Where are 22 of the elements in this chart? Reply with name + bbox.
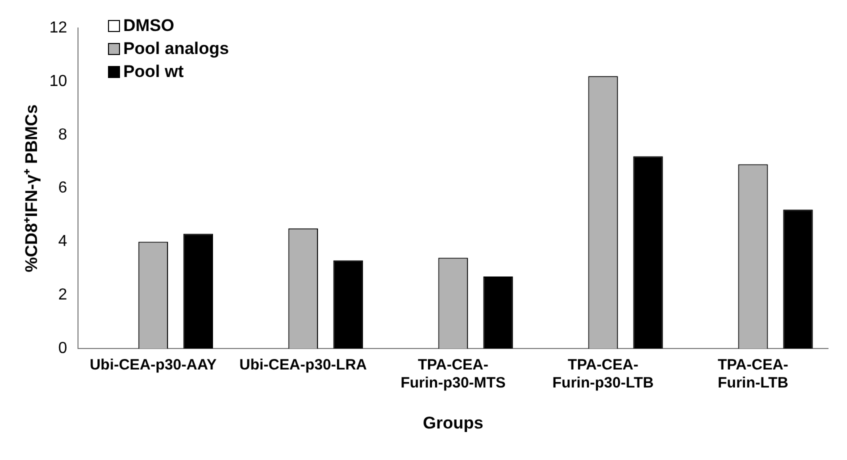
y-tick-label: 0 xyxy=(58,340,68,358)
bar xyxy=(633,156,663,349)
bar xyxy=(783,210,813,349)
x-tick-label: TPA-CEA-Furin-p30-MTS xyxy=(400,356,506,392)
y-tick-label: 8 xyxy=(58,126,68,144)
x-axis-title: Groups xyxy=(422,413,484,432)
y-tick-label: 12 xyxy=(49,19,68,36)
bar xyxy=(333,260,363,349)
x-tick-label: Ubi-CEA-p30-LRA xyxy=(239,356,368,374)
y-tick-label: 2 xyxy=(58,286,68,304)
x-tick-label: Ubi-CEA-p30-AAY xyxy=(90,356,217,374)
legend-label: Pool analogs xyxy=(123,38,229,60)
y-tick-label: 10 xyxy=(49,72,68,90)
y-tick-label: 6 xyxy=(58,180,68,197)
bar xyxy=(183,234,214,349)
bar xyxy=(483,276,513,349)
legend-label: Pool wt xyxy=(123,61,184,83)
x-tick-label: TPA-CEA-Furin-p30-LTB xyxy=(552,356,654,392)
y-tick-label: 4 xyxy=(58,233,68,250)
y-axis-title: %CD8⁺IFN-γ⁺ PBMCs xyxy=(22,104,41,272)
legend-label: DMSO xyxy=(123,15,174,37)
x-tick-label: TPA-CEA-Furin-LTB xyxy=(718,356,788,392)
